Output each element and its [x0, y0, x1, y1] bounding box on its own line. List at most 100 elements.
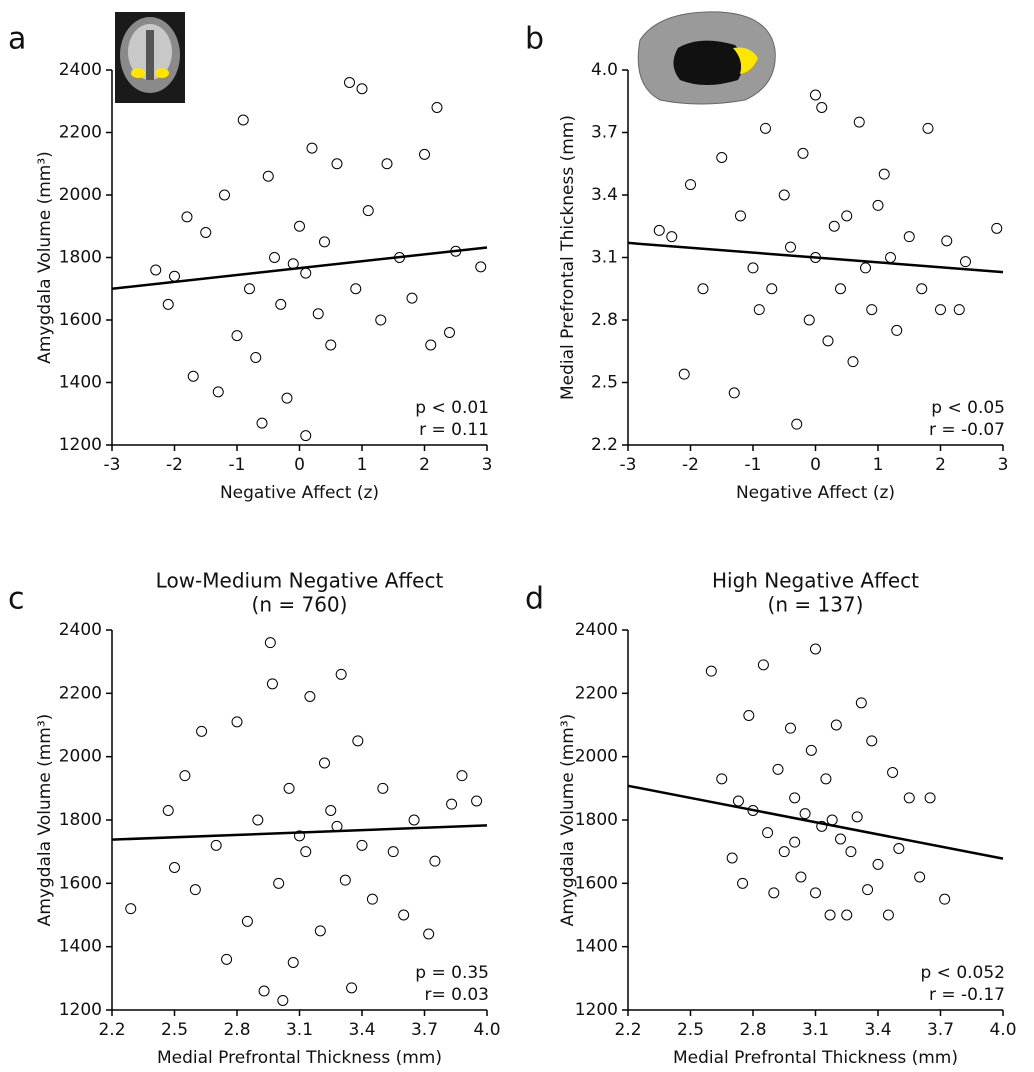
point	[697, 283, 709, 295]
point	[287, 957, 299, 968]
point	[471, 795, 483, 807]
x-tick-label: 3.4	[864, 1020, 891, 1040]
point	[716, 152, 728, 163]
point	[791, 418, 803, 430]
point	[387, 846, 399, 858]
point	[678, 368, 690, 380]
point	[891, 324, 903, 336]
x-tick-label: 2.2	[614, 1020, 641, 1040]
point	[352, 735, 364, 747]
point	[179, 770, 191, 782]
point	[789, 792, 801, 804]
x-tick-label: -1	[229, 455, 246, 475]
y-tick-label: 2000	[59, 747, 102, 767]
x-tick-label: 3.7	[411, 1020, 438, 1040]
point	[735, 210, 746, 222]
x-tick-label: 1	[357, 455, 368, 475]
point	[816, 102, 828, 113]
point	[991, 222, 1003, 234]
x-tick-label: 2.5	[677, 1020, 704, 1040]
point	[125, 903, 137, 915]
point	[294, 830, 305, 842]
x-tick-label: 4.0	[989, 1020, 1016, 1040]
x-tick-label: -2	[166, 455, 183, 475]
annotation: p < 0.05	[931, 398, 1005, 418]
point	[346, 982, 358, 994]
x-axis-label: Medial Prefrontal Thickness (mm)	[157, 1048, 442, 1068]
y-tick-label: 2400	[59, 620, 102, 640]
point	[924, 792, 936, 804]
point	[772, 763, 784, 775]
point	[294, 220, 305, 232]
x-tick-label: 4.0	[473, 1020, 500, 1040]
x-tick-label: 2	[419, 455, 430, 475]
point	[939, 893, 951, 905]
point	[275, 298, 287, 310]
y-axis-label: Medial Prefrontal Thickness (mm)	[558, 115, 578, 400]
point	[753, 304, 765, 316]
y-tick-label: 2200	[59, 123, 102, 143]
point	[381, 158, 393, 170]
point	[914, 871, 926, 883]
point	[406, 292, 418, 304]
point	[366, 893, 378, 905]
fit-line	[627, 241, 1004, 274]
annotation: p = 0.35	[415, 963, 489, 983]
point	[887, 767, 899, 778]
point	[835, 833, 846, 845]
point	[258, 985, 270, 997]
x-tick-label: 3	[482, 455, 493, 475]
point	[862, 884, 874, 896]
point	[398, 909, 410, 921]
point	[150, 264, 162, 276]
fit-line	[111, 824, 488, 841]
point	[866, 304, 878, 316]
annotation: r = 0.11	[419, 420, 489, 440]
x-tick-label: 2.5	[161, 1020, 188, 1040]
point	[162, 298, 174, 310]
point	[210, 839, 222, 851]
point	[319, 236, 330, 248]
y-tick-label: 3.4	[591, 185, 618, 205]
point	[785, 722, 796, 734]
x-axis-label: Negative Affect (z)	[736, 483, 895, 503]
point	[269, 252, 280, 263]
annotation: r= 0.03	[425, 985, 490, 1005]
y-tick-label: 1600	[575, 873, 618, 893]
point	[768, 887, 780, 899]
panel-letter: a	[8, 22, 26, 57]
point	[762, 827, 774, 839]
point	[423, 928, 435, 940]
y-tick-label: 2.5	[591, 373, 618, 393]
y-axis-label: Amygdala Volume (mm³)	[35, 151, 55, 364]
point	[273, 877, 285, 889]
point	[737, 877, 749, 889]
point	[841, 210, 853, 222]
point	[335, 668, 347, 680]
point	[283, 782, 295, 794]
chart-title: Low-Medium Negative Affect	[156, 569, 444, 593]
point	[444, 327, 455, 338]
point	[941, 235, 953, 247]
panel-letter: b	[525, 22, 544, 57]
point	[281, 392, 293, 404]
point	[350, 283, 362, 295]
chart-title: High Negative Affect	[712, 569, 919, 593]
y-tick-label: 2000	[59, 185, 102, 205]
panel-letter: d	[525, 582, 544, 617]
point	[743, 710, 755, 721]
cortex-inset	[637, 11, 776, 105]
point	[375, 314, 387, 326]
point	[244, 283, 255, 295]
fit-line	[627, 784, 1004, 860]
point	[408, 814, 420, 826]
point	[847, 356, 859, 368]
point	[903, 231, 915, 243]
point	[325, 339, 337, 351]
point	[726, 852, 738, 864]
x-tick-label: 3.1	[802, 1020, 829, 1040]
point	[766, 283, 778, 295]
y-tick-label: 1600	[59, 310, 102, 330]
y-tick-label: 2200	[59, 683, 102, 703]
x-tick-label: 3.4	[348, 1020, 375, 1040]
